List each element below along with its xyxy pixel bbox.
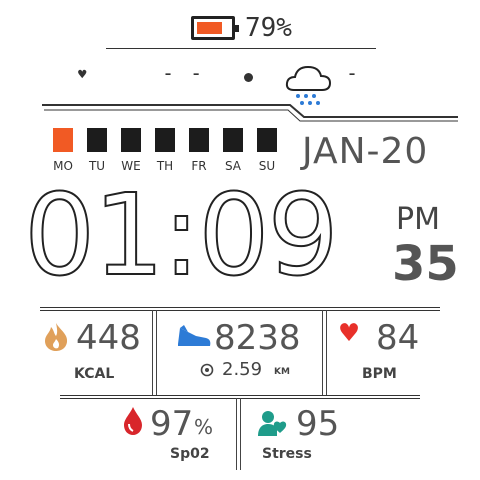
day-label-mo: MO: [53, 159, 73, 173]
time-separator: :: [162, 171, 202, 301]
time-minutes: 09: [197, 171, 340, 301]
day-indicator-su: [257, 128, 277, 152]
spo2-value: 97: [150, 404, 194, 444]
battery-percent: 79%: [245, 13, 292, 43]
steps-value: 8238: [214, 318, 301, 358]
bottom-separator-inner: [240, 398, 241, 470]
battery-icon: [191, 16, 239, 40]
flame-icon: [45, 323, 68, 351]
spo2-label: Sp02: [170, 446, 210, 462]
stress-label: Stress: [262, 446, 312, 462]
stats-separator-left-inner: [156, 310, 157, 396]
day-label-su: SU: [258, 159, 276, 173]
heart-icon: ♥: [340, 316, 359, 351]
header-divider: [42, 104, 458, 122]
day-indicator-mo: [53, 128, 73, 152]
seconds-display: 35: [392, 236, 459, 292]
battery-level-fill: [197, 22, 222, 34]
distance-pin-icon: [200, 363, 214, 377]
stress-value: 95: [296, 404, 340, 444]
heart-rate-unit: BPM: [362, 366, 397, 382]
day-indicator-we: [121, 128, 141, 152]
battery-nub: [235, 25, 239, 32]
shoe-icon: [178, 325, 211, 346]
day-indicator-sa: [223, 128, 243, 152]
small-heart-icon: ♥: [78, 67, 87, 83]
day-indicator-th: [155, 128, 175, 152]
stats-separator-right: [322, 310, 323, 396]
heart-rate-value: 84: [376, 318, 420, 358]
day-indicator-fr: [189, 128, 209, 152]
time-hours: 01: [23, 171, 166, 301]
stats-bottom-divider: [60, 395, 420, 396]
day-indicator-tu: [87, 128, 107, 152]
day-label-tu: TU: [88, 159, 106, 173]
weather-placeholder-value: -: [346, 61, 359, 85]
day-label-th: TH: [156, 159, 174, 173]
status-placeholder-value: - -: [162, 61, 205, 85]
stats-top-divider: [40, 307, 440, 308]
status-dot: [244, 73, 253, 82]
calories-value: 448: [76, 318, 141, 358]
blood-drop-icon: [124, 407, 142, 435]
stress-person-icon: [258, 411, 287, 436]
day-label-we: WE: [121, 159, 141, 173]
time-display: 01:09: [23, 175, 340, 297]
spo2-percent-sign: %: [194, 415, 214, 439]
top-divider: [106, 48, 376, 49]
ampm-indicator: PM: [396, 202, 440, 237]
bottom-separator: [236, 398, 237, 470]
day-label-fr: FR: [191, 159, 207, 173]
rain-cloud-icon: [285, 65, 332, 105]
date-display: JAN-20: [302, 131, 429, 172]
distance-value: 2.59: [222, 359, 263, 380]
calories-unit: KCAL: [74, 366, 115, 382]
stats-separator-right-inner: [326, 310, 327, 396]
day-label-sa: SA: [224, 159, 242, 173]
distance-unit: KM: [274, 367, 290, 377]
stats-top-divider-inner: [40, 310, 440, 311]
stats-separator-left: [152, 310, 153, 396]
